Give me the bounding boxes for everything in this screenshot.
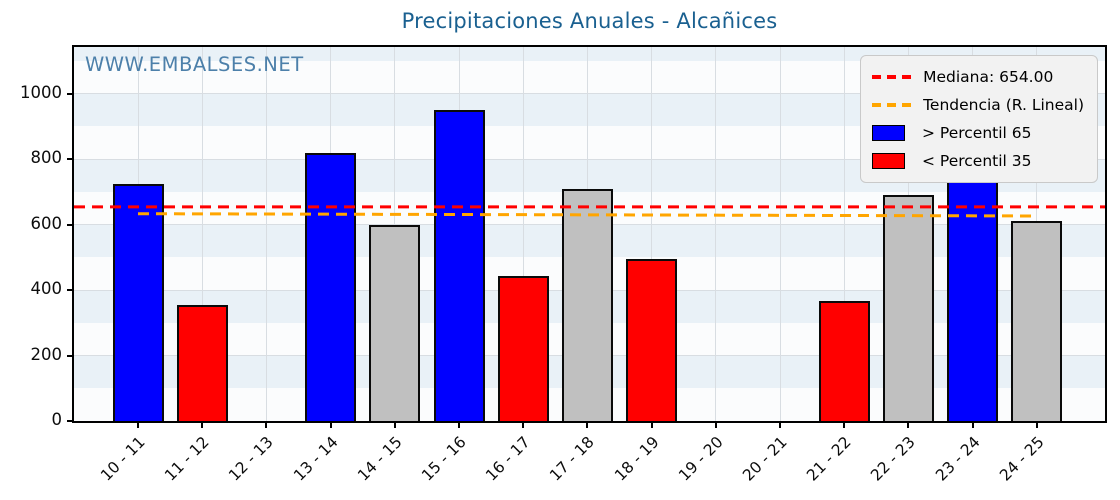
y-tick-label: 1000: [20, 82, 62, 102]
y-tick-mark: [67, 289, 72, 291]
x-tick-mark: [650, 423, 653, 428]
legend-label: > Percentil 65: [917, 124, 1032, 142]
x-tick-mark: [779, 423, 781, 428]
y-tick-mark: [67, 354, 72, 357]
x-tick-label: 10 - 11: [97, 433, 149, 485]
legend-item: Mediana: 654.00: [872, 65, 1084, 89]
y-tick-mark: [67, 158, 72, 160]
x-tick-mark: [1035, 423, 1038, 428]
v-gridline: [843, 47, 845, 421]
bar-18-19: [626, 259, 678, 421]
v-gridline: [265, 47, 267, 421]
chart-title: Precipitaciones Anuales - Alcañices: [401, 9, 778, 33]
h-gridline: [74, 93, 1105, 94]
background-band: [74, 47, 1105, 61]
y-tick-mark: [67, 92, 72, 95]
x-tick-mark: [586, 423, 589, 428]
legend-dashed-line-sample: [872, 75, 912, 79]
bar-10-11: [112, 184, 164, 421]
x-tick-mark: [329, 423, 332, 428]
v-gridline: [522, 47, 524, 421]
x-tick-mark: [458, 423, 460, 428]
legend-item: > Percentil 65: [872, 121, 1084, 145]
v-gridline: [651, 47, 653, 421]
bar-11-12: [176, 305, 228, 421]
chart-legend: Mediana: 654.00 Tendencia (R. Lineal) > P…: [860, 55, 1098, 183]
x-tick-mark: [714, 423, 717, 428]
legend-color-patch: [872, 153, 906, 169]
legend-item: Tendencia (R. Lineal): [872, 93, 1084, 117]
x-tick-mark: [907, 423, 910, 428]
legend-label: Mediana: 654.00: [923, 68, 1054, 86]
v-gridline: [201, 47, 203, 421]
plot-area: WWW.EMBALSES.NET Mediana: 654.00 Tendenci…: [20, 45, 1107, 485]
v-gridline: [715, 47, 717, 421]
y-tick-label: 200: [30, 344, 63, 364]
bar-17-18: [561, 188, 613, 421]
bar-15-16: [433, 110, 485, 421]
legend-label: Tendencia (R. Lineal): [923, 96, 1084, 114]
x-tick-mark: [843, 423, 846, 428]
legend-dashed-line-sample: [872, 103, 912, 107]
y-tick-label: 800: [30, 148, 63, 167]
bar-14-15: [369, 225, 421, 421]
v-gridline: [779, 47, 781, 421]
watermark-text: WWW.EMBALSES.NET: [85, 53, 304, 76]
y-tick-label: 400: [30, 279, 63, 298]
y-tick-mark: [67, 420, 72, 422]
x-tick-mark: [265, 423, 268, 428]
x-tick-mark: [393, 423, 396, 428]
h-gridline: [74, 158, 1105, 160]
legend-color-patch: [872, 125, 906, 141]
legend-item: < Percentil 35: [872, 149, 1084, 173]
bar-22-23: [882, 195, 934, 421]
x-tick-mark: [971, 423, 974, 428]
y-tick-label: 0: [51, 410, 63, 429]
bar-24-25: [1011, 220, 1063, 421]
legend-label: < Percentil 35: [917, 152, 1032, 170]
bar-13-14: [305, 153, 357, 421]
x-tick-mark: [201, 423, 204, 428]
x-tick-mark: [137, 423, 139, 428]
y-tick-mark: [67, 223, 72, 226]
bar-23-24: [947, 167, 999, 421]
bar-21-22: [818, 301, 870, 421]
bar-16-17: [497, 276, 549, 421]
y-tick-label: 600: [30, 213, 63, 233]
x-tick-mark: [522, 423, 525, 428]
